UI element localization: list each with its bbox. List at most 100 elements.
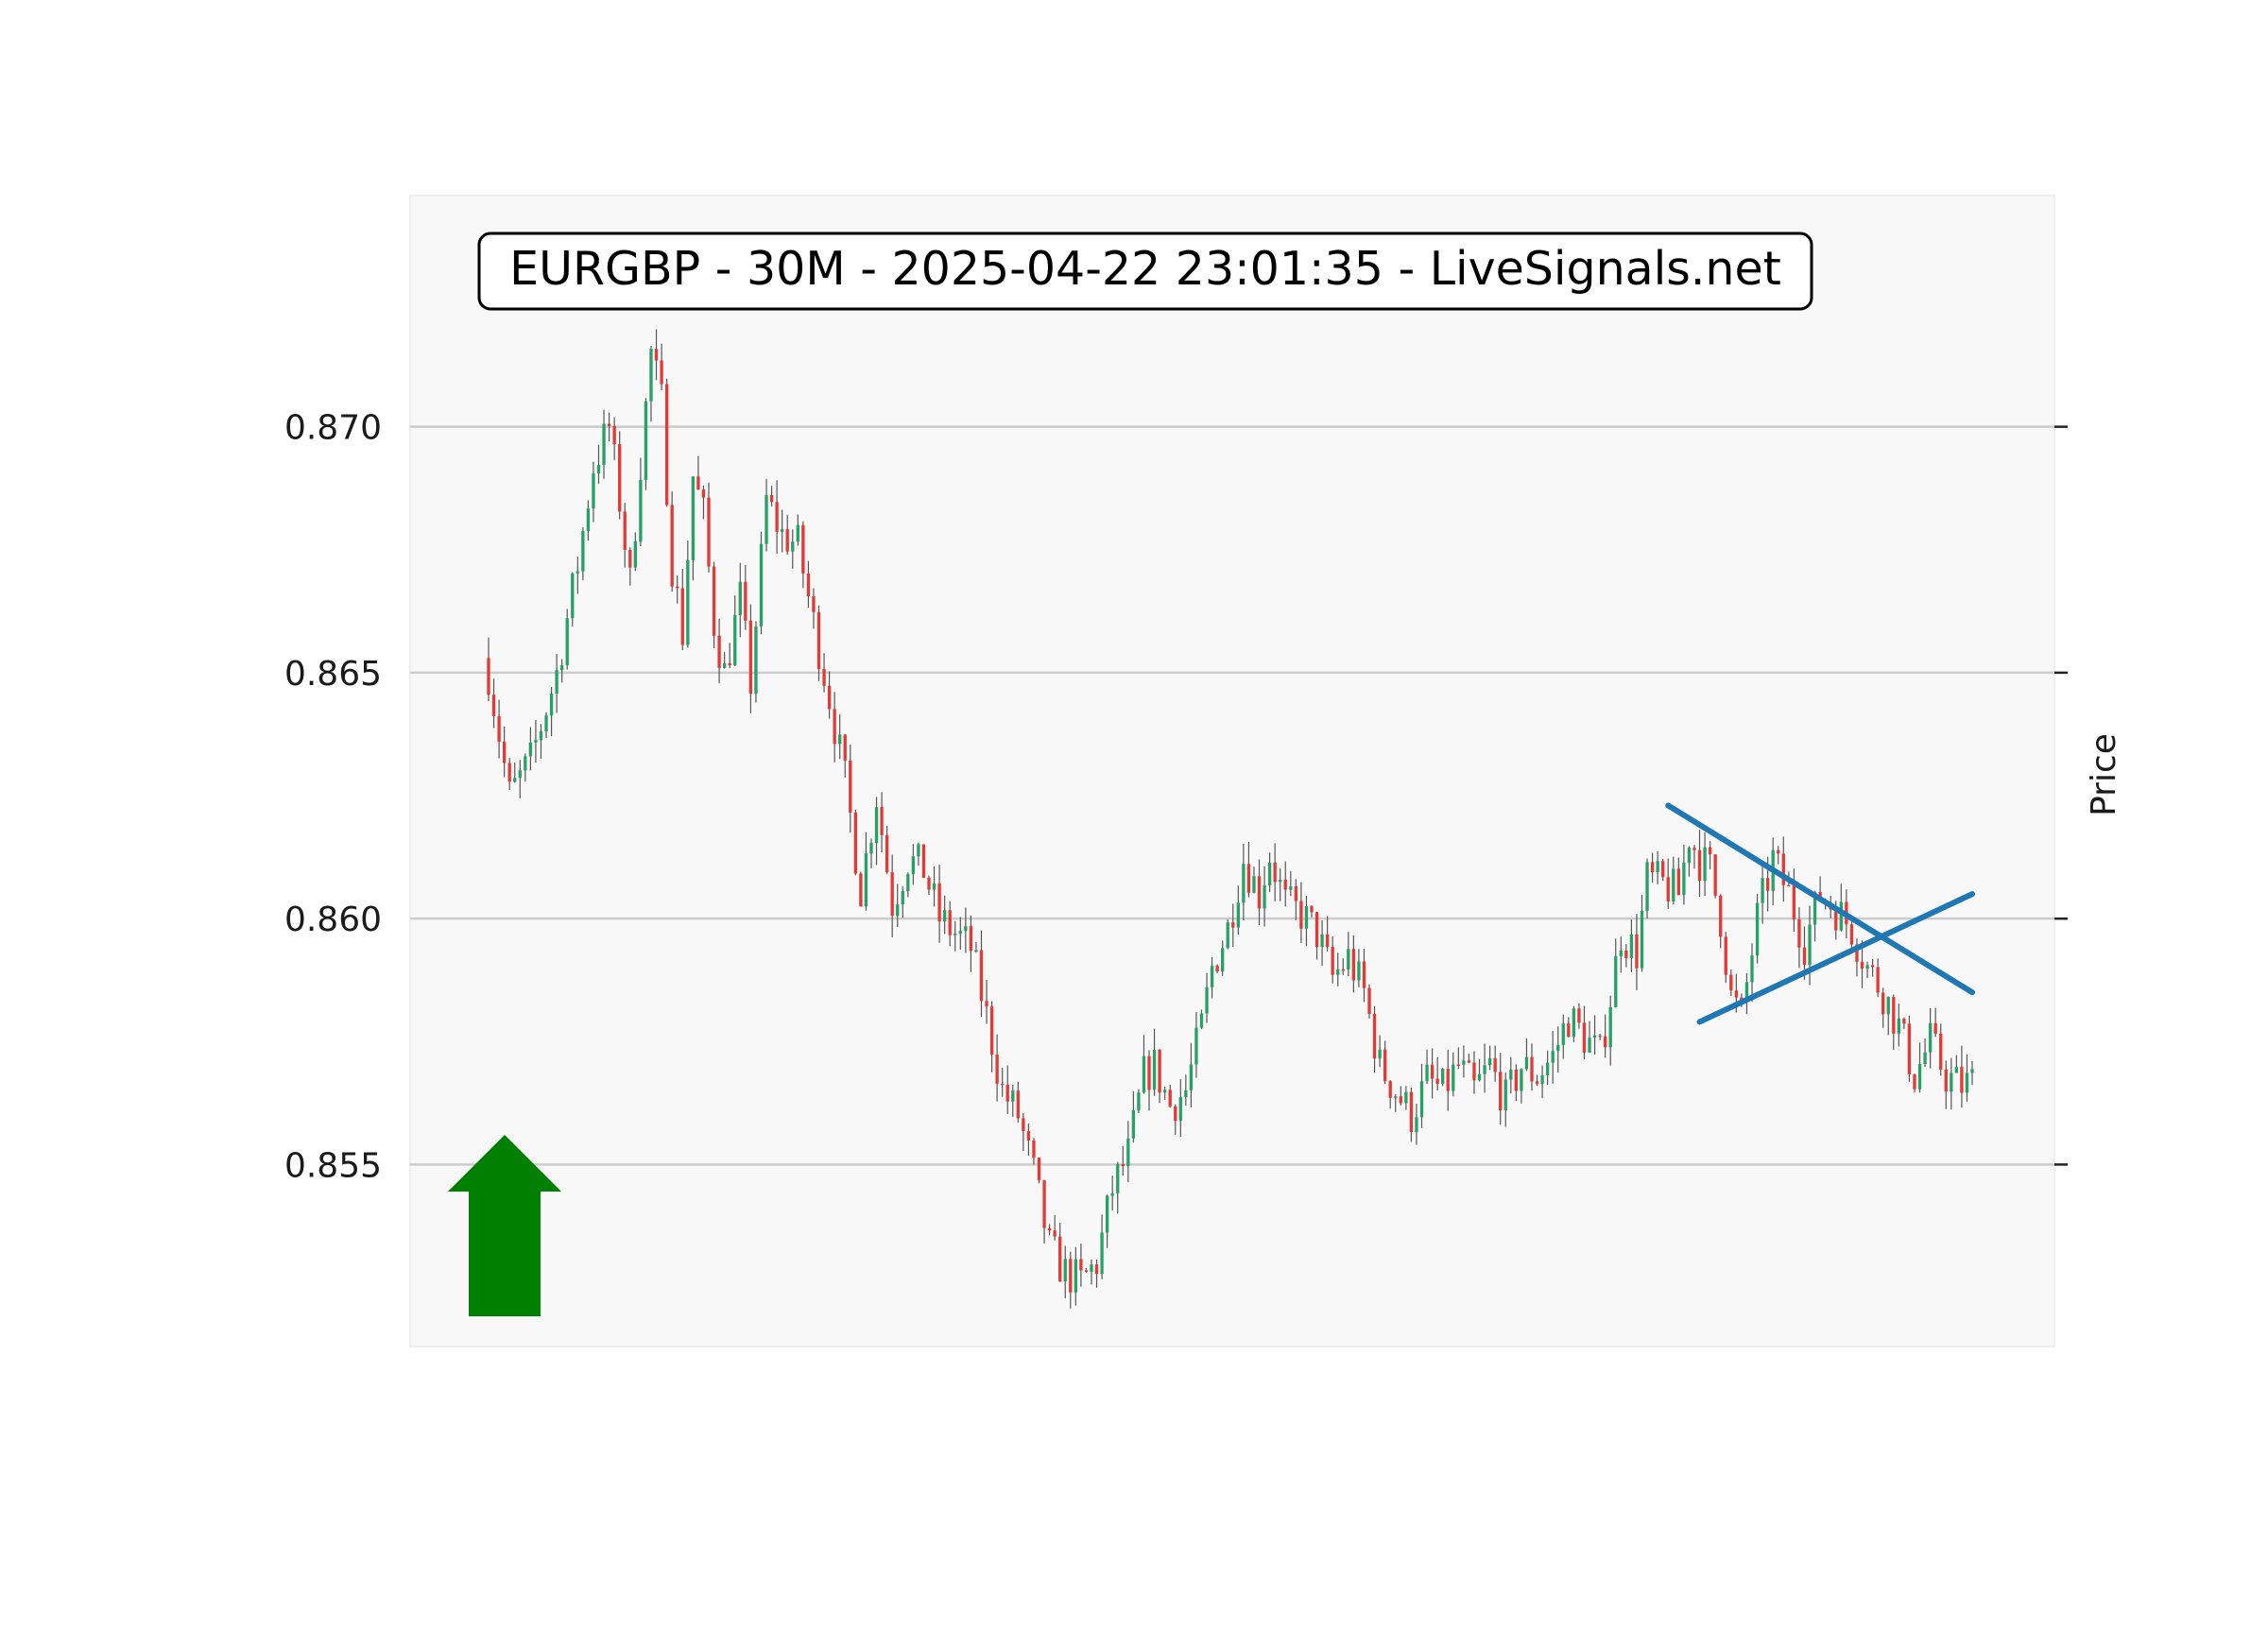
candle [676, 575, 679, 604]
candle [1047, 1224, 1052, 1236]
candle [1110, 1175, 1114, 1210]
candle [560, 659, 564, 683]
candle [791, 529, 795, 569]
candle [664, 378, 669, 507]
candle [686, 540, 690, 648]
candle [1074, 1246, 1078, 1306]
candle [707, 482, 711, 573]
candle [1635, 914, 1639, 991]
candle [487, 637, 490, 702]
candle [1435, 1056, 1439, 1090]
candle [1452, 1052, 1455, 1097]
candle [911, 844, 916, 885]
candle [592, 461, 595, 523]
candle [1383, 1040, 1387, 1085]
candle [1467, 1054, 1471, 1064]
candle [1503, 1072, 1507, 1127]
candle [937, 864, 941, 943]
candle [607, 412, 611, 442]
candle [1556, 1026, 1560, 1073]
candle [1042, 1179, 1046, 1244]
candle [1640, 895, 1644, 972]
candle [1614, 938, 1618, 1008]
candle [1425, 1049, 1429, 1084]
candle [654, 329, 659, 381]
candle [1551, 1031, 1555, 1084]
candle [901, 886, 904, 918]
candle [1530, 1043, 1534, 1091]
y-axis-ticks: 0.870 0.865 0.860 0.855 [284, 409, 2068, 1185]
candle [1462, 1045, 1466, 1078]
candle [618, 431, 622, 520]
candle [1697, 830, 1702, 898]
candle [1126, 1121, 1130, 1183]
candle [565, 609, 569, 670]
candle [796, 514, 799, 546]
candle [1687, 846, 1692, 877]
candle [722, 652, 727, 669]
candle [1178, 1079, 1182, 1138]
pattern-lines [1665, 802, 1975, 1025]
candle [775, 480, 779, 555]
candle [1624, 944, 1628, 968]
candle [1509, 1056, 1513, 1094]
candle [1855, 938, 1859, 977]
candle [1215, 964, 1219, 973]
candle [827, 671, 832, 719]
candle [1598, 1034, 1602, 1040]
candle [1084, 1267, 1089, 1273]
candle [1236, 885, 1240, 935]
candle [849, 744, 852, 832]
candle [1325, 916, 1330, 952]
candle [1242, 843, 1246, 920]
candle [1246, 842, 1251, 898]
candle [660, 343, 663, 390]
candle [859, 871, 863, 907]
candle [816, 605, 821, 681]
candle [1231, 903, 1235, 947]
y-tick-label: 0.870 [284, 409, 382, 448]
candle [1472, 1051, 1476, 1094]
candle [1404, 1086, 1408, 1110]
candle [691, 476, 696, 581]
candle [1608, 995, 1612, 1066]
candle [880, 792, 884, 852]
candle [728, 643, 731, 669]
candle [1928, 1007, 1933, 1069]
candle [1152, 1028, 1157, 1096]
candle [1499, 1053, 1503, 1125]
candle [1892, 994, 1896, 1050]
candle [1210, 957, 1214, 999]
candle [1676, 857, 1680, 896]
candle [696, 455, 700, 490]
candle [932, 866, 936, 907]
candle [927, 875, 931, 895]
candle [581, 527, 585, 581]
y-tick-label: 0.860 [284, 901, 382, 939]
candle [1022, 1113, 1025, 1152]
candle [1886, 996, 1890, 1036]
candle [1913, 1073, 1916, 1093]
candle [1839, 884, 1843, 932]
candle [1279, 868, 1282, 901]
candle [1781, 836, 1785, 902]
candle [518, 760, 522, 798]
candle [896, 884, 900, 928]
candle [1026, 1124, 1031, 1156]
candle [1870, 958, 1875, 977]
candle [1724, 932, 1727, 984]
candle [1672, 856, 1675, 904]
candle [1960, 1045, 1964, 1108]
candle [1456, 1047, 1460, 1070]
candle [1142, 1035, 1146, 1094]
candle [1168, 1084, 1172, 1108]
candle [586, 500, 591, 540]
candle [869, 838, 873, 868]
candle [644, 398, 648, 490]
candle [1351, 935, 1356, 993]
candle [571, 572, 575, 626]
candle [979, 930, 984, 1017]
candle [1331, 936, 1334, 984]
candle [1137, 1089, 1141, 1114]
candle [1320, 920, 1324, 967]
